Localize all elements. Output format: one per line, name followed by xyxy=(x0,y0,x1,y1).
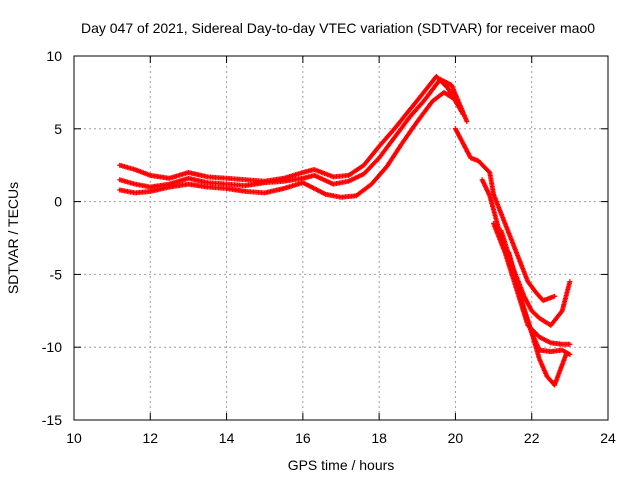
series-track-a xyxy=(117,73,466,184)
data-point-marker xyxy=(452,97,458,103)
data-point-marker xyxy=(563,351,569,357)
x-tick-label: 24 xyxy=(600,430,616,446)
x-tick-label: 10 xyxy=(66,430,82,446)
y-tick-label: -15 xyxy=(42,412,62,428)
series-track-b xyxy=(117,76,470,190)
data-point-marker xyxy=(567,341,573,347)
grid xyxy=(74,56,608,420)
data-point-marker xyxy=(567,279,573,285)
y-tick-label: 5 xyxy=(54,121,62,137)
series-track-c xyxy=(117,89,458,200)
x-tick-label: 22 xyxy=(524,430,540,446)
axis-ticks: 10 12 14 16 18 20 22 24 10 5 0 -5 -10 -15 xyxy=(42,48,616,446)
x-tick-label: 14 xyxy=(219,430,235,446)
y-axis-label: SDTVAR / TECUs xyxy=(5,182,21,294)
plot-frame xyxy=(73,55,609,421)
chart-title: Day 047 of 2021, Sidereal Day-to-day VTE… xyxy=(81,20,595,36)
x-tick-label: 18 xyxy=(371,430,387,446)
data-point-marker xyxy=(552,293,558,299)
y-tick-label: 10 xyxy=(46,48,62,64)
y-tick-label: -10 xyxy=(42,339,62,355)
x-tick-label: 12 xyxy=(142,430,158,446)
data-point-marker xyxy=(464,119,470,125)
x-tick-label: 20 xyxy=(448,430,464,446)
series-track-d xyxy=(452,126,558,304)
y-tick-label: 0 xyxy=(54,194,62,210)
data-series xyxy=(117,73,573,388)
x-axis-label: GPS time / hours xyxy=(288,457,395,473)
y-tick-label: -5 xyxy=(50,266,63,282)
x-tick-label: 16 xyxy=(295,430,311,446)
series-track-h xyxy=(506,250,569,388)
